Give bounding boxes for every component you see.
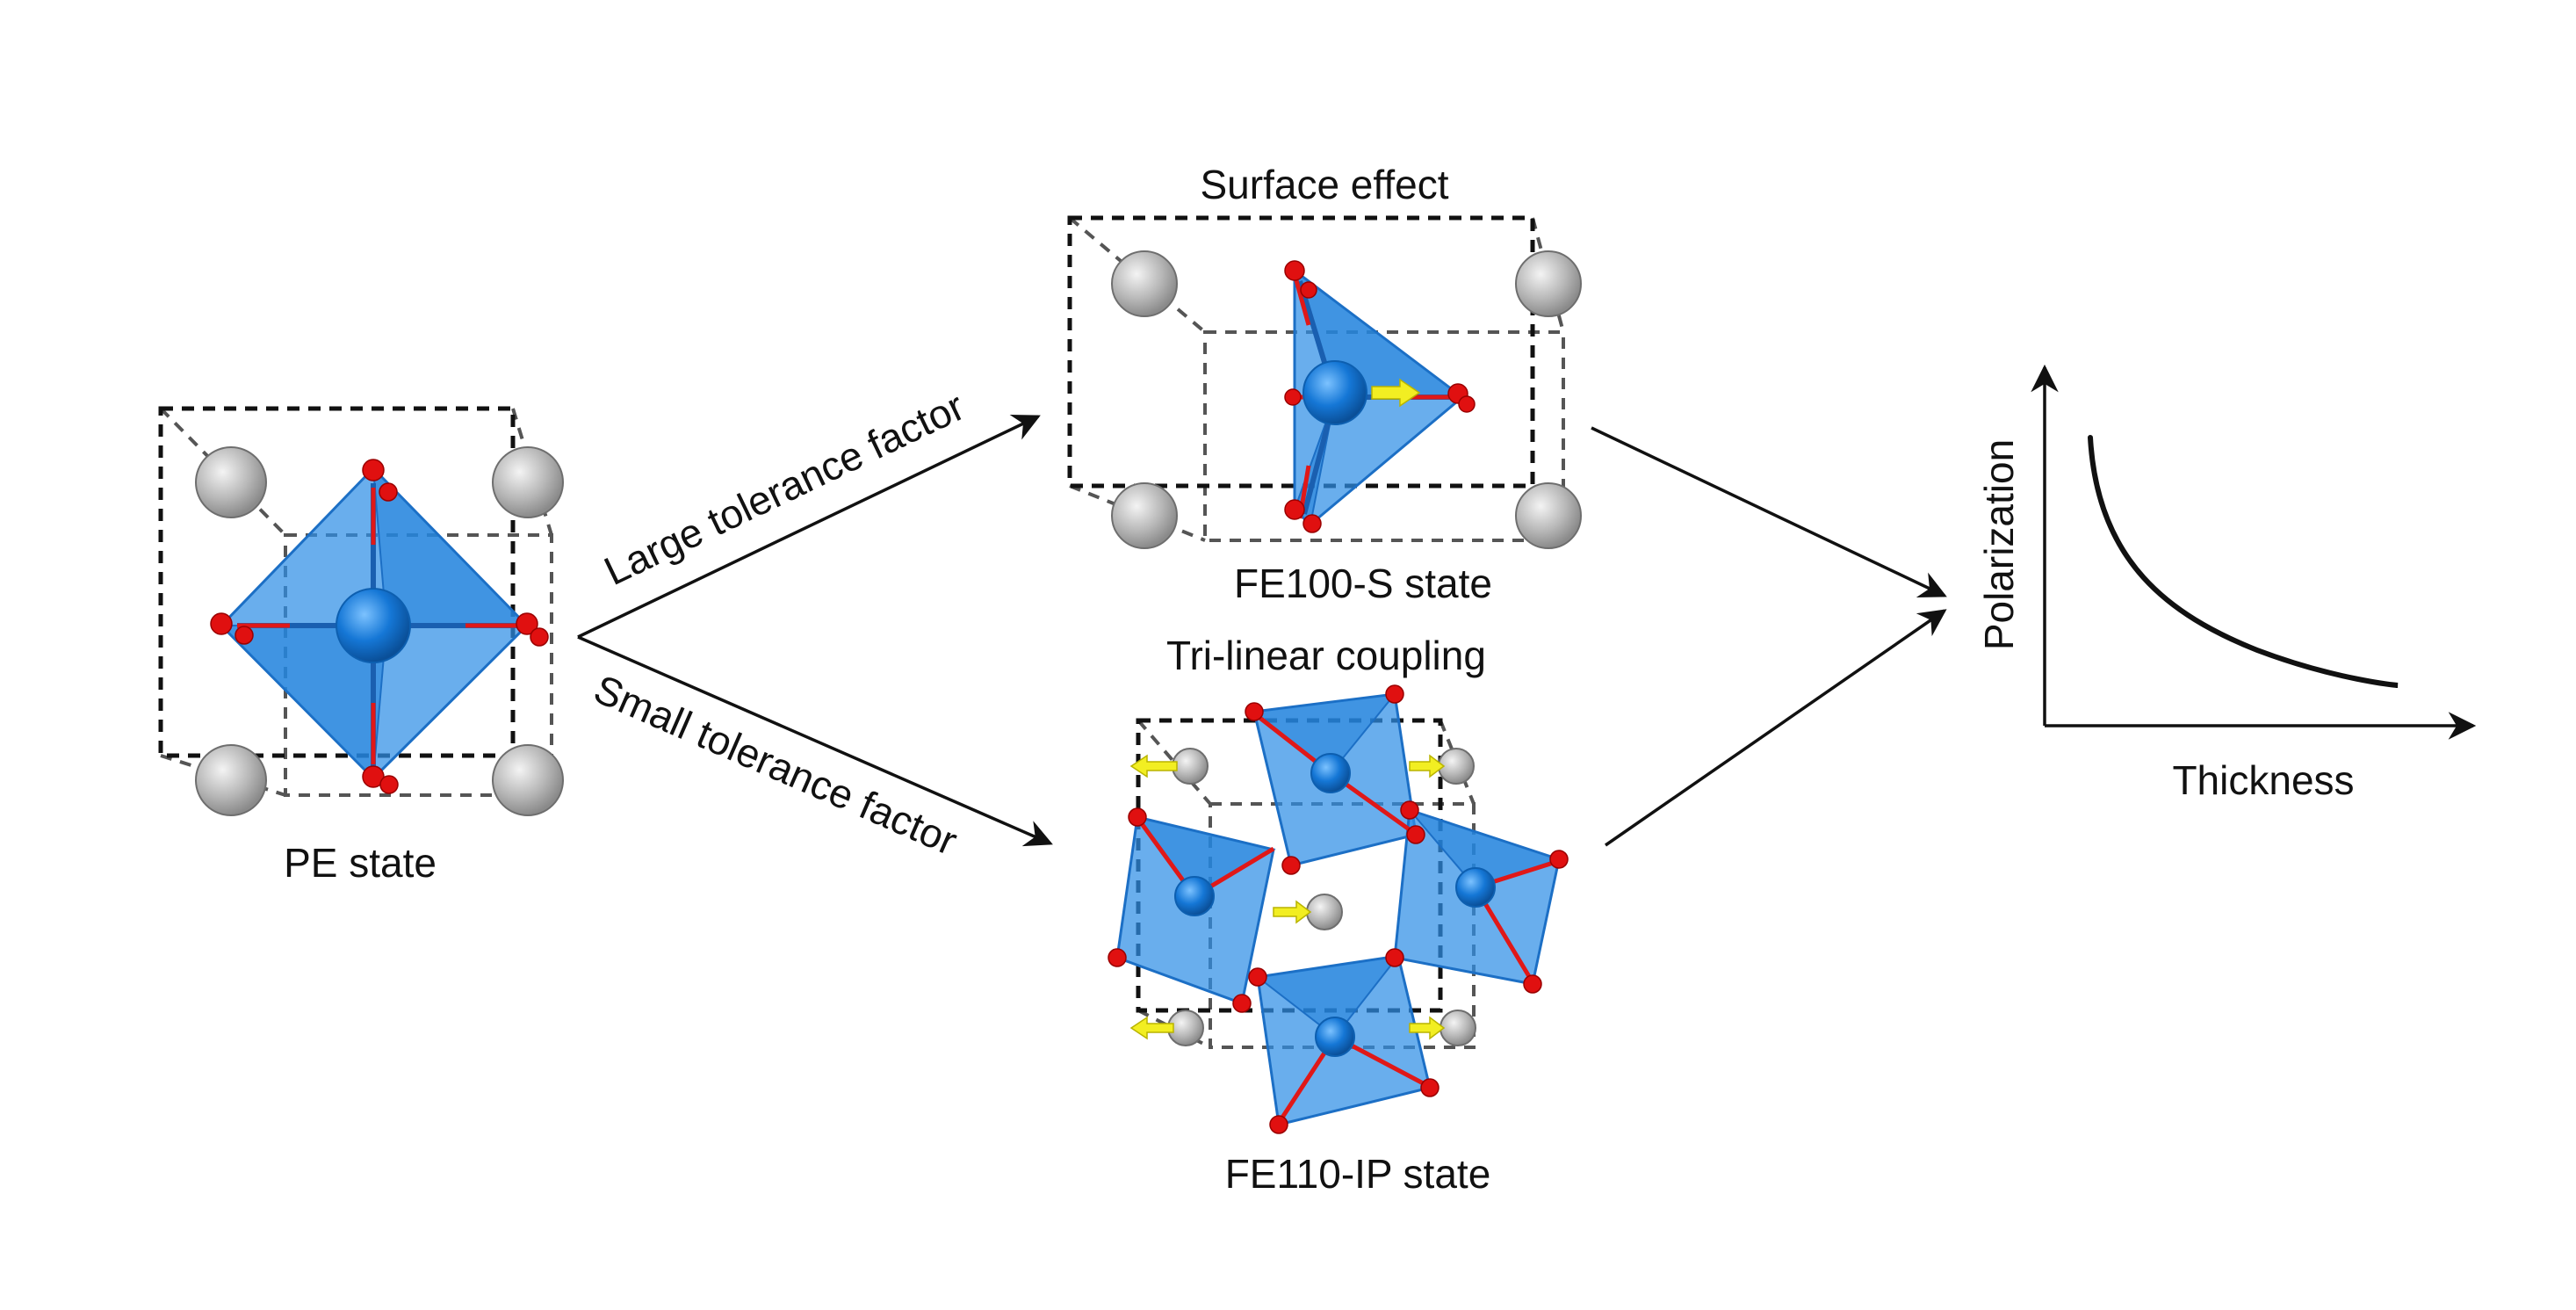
oxygen-atom [1549,850,1569,869]
oxygen-atom [516,612,538,635]
oxygen-atom [1269,1115,1288,1134]
oxygen-atom [1302,514,1322,533]
branch-arrows: Large tolerance factor Small tolerance f… [577,383,1053,865]
fe110-state-label: FE110-IP state [1225,1151,1491,1197]
oxygen-atom [1523,974,1542,994]
oxygen-atom [1128,807,1147,827]
displacement-arrow-right [1273,900,1312,924]
oxygen-atom [379,775,399,794]
fe110-state-structure: Tri-linear coupling [1108,633,1569,1197]
fe110-to-plot-arrow [1605,609,1947,847]
polarization-decay-curve [2088,435,2399,688]
pe-state-structure: PE state [158,406,564,886]
oxygen-atom [1300,281,1317,299]
oxygen-atom [1385,684,1404,704]
oxygen-atom [1420,1078,1440,1097]
oxygen-atom [1248,967,1267,987]
fe100-a-site-cations [1111,250,1582,549]
oxygen-atom [1281,856,1301,875]
oxygen-atom [1232,994,1252,1013]
oxygen-atom [210,612,233,635]
a-site-cation [1111,482,1178,549]
surface-effect-label: Surface effect [1201,162,1449,207]
a-site-cation [1515,250,1582,317]
oxygen-atom [1108,948,1127,967]
displacement-arrow-left [1129,754,1178,778]
fe110-octahedra [1108,684,1569,1134]
oxygen-atom [1284,260,1305,281]
oxygen-atom [379,482,398,502]
displacement-arrow-right [1409,1016,1446,1040]
oxygen-atom [1400,800,1419,820]
a-site-cation [1111,250,1178,317]
fe100-state-structure: Surface effect [1067,162,1582,606]
b-site-cation [1302,360,1367,425]
large-tolerance-arrow [577,415,1041,639]
oxygen-atom [1245,702,1264,721]
b-site-cation [1455,867,1496,908]
b-site-cation [336,588,411,663]
oxygen-atom [1458,395,1476,413]
large-tolerance-label: Large tolerance factor [597,383,971,594]
a-site-cation [195,744,267,816]
oxygen-atom [1406,825,1425,844]
b-site-cation [1174,876,1215,916]
pe-octahedron [210,459,549,794]
displacement-arrow-left [1129,1016,1174,1040]
pe-a-site-cations [195,446,564,816]
oxygen-atom [362,765,385,788]
fe100-state-label: FE100-S state [1234,561,1492,606]
a-site-cation [492,446,564,518]
y-axis-label: Polarization [1976,439,2022,650]
polarization-thickness-plot: Polarization Thickness [1976,364,2477,803]
fe110-a-site-cations [1129,748,1476,1046]
pe-state-label: PE state [284,840,437,886]
a-site-cation [195,446,267,518]
b-site-cation [1315,1017,1355,1057]
fe100-to-plot-arrow [1591,426,1947,598]
a-site-cation [1172,748,1209,785]
oxygen-atom [1284,388,1302,406]
a-site-cation [1440,1010,1476,1046]
fe100-distorted-octahedron [1284,260,1476,533]
trilinear-coupling-label: Tri-linear coupling [1166,633,1486,678]
oxygen-atom [362,459,385,481]
a-site-cation [1306,894,1343,930]
displacement-arrow-right [1409,754,1446,778]
x-axis-label: Thickness [2172,757,2354,803]
oxygen-atom [530,627,549,647]
polarization-displacement-arrow [1371,378,1421,408]
small-tolerance-label: Small tolerance factor [588,666,963,865]
a-site-cation [492,744,564,816]
a-site-cation [1515,482,1582,549]
oxygen-atom [1385,948,1404,967]
oxygen-atom [1284,499,1305,520]
oxygen-atom [235,626,254,645]
converging-arrows [1591,426,1947,847]
b-site-cation [1310,753,1351,793]
small-tolerance-arrow [577,635,1053,847]
